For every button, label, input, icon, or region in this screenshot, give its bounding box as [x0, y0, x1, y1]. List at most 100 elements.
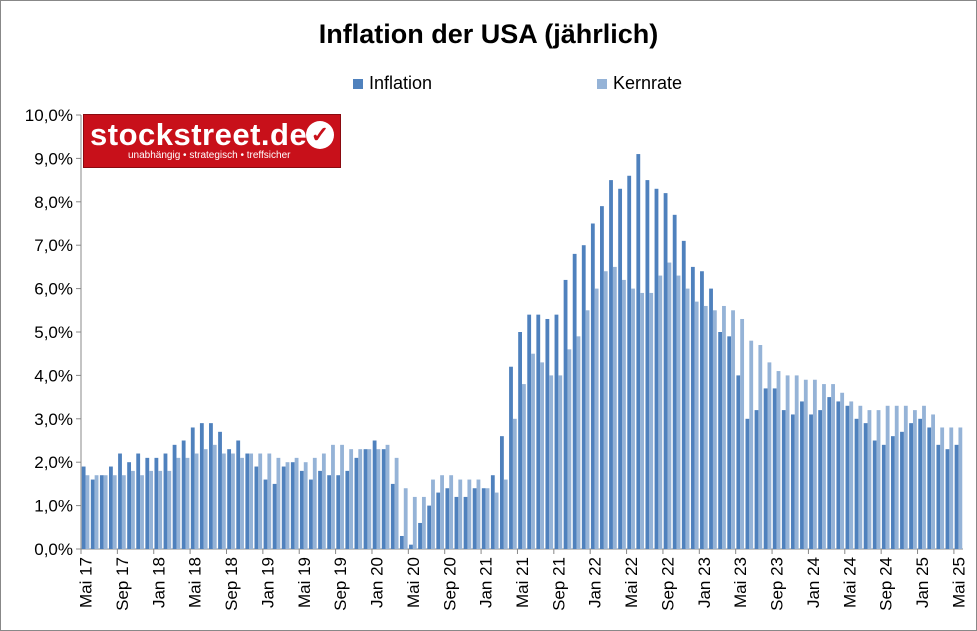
bar-kernrate — [794, 375, 799, 549]
bar-inflation — [736, 375, 741, 549]
x-tick-label: Mai 23 — [731, 557, 750, 608]
bar-kernrate — [240, 457, 244, 549]
x-tick-label: Mai 18 — [186, 557, 205, 608]
bar-inflation — [509, 366, 513, 549]
y-tick-label: 3,0% — [34, 410, 73, 429]
x-tick-label: Sep 21 — [549, 557, 568, 611]
bar-kernrate — [276, 457, 281, 549]
bar-kernrate — [676, 275, 681, 549]
bar-inflation — [254, 466, 259, 549]
bar-inflation — [545, 318, 550, 549]
bar-inflation — [299, 470, 304, 549]
bar-inflation — [809, 414, 813, 549]
bar-kernrate — [358, 449, 363, 549]
legend-label: Inflation — [369, 73, 433, 93]
bar-inflation — [800, 401, 804, 549]
bar-kernrate — [667, 262, 672, 549]
bar-inflation — [327, 475, 332, 549]
y-tick-label: 1,0% — [34, 497, 73, 516]
bar-inflation — [572, 253, 577, 549]
bar-kernrate — [531, 353, 535, 549]
bar-kernrate — [685, 288, 690, 549]
bar-inflation — [581, 245, 586, 549]
bar-kernrate — [849, 401, 854, 549]
bar-kernrate — [840, 392, 845, 549]
bar-kernrate — [958, 427, 963, 549]
bar-inflation — [863, 423, 868, 549]
x-tick-label: Mai 19 — [295, 557, 314, 608]
bar-inflation — [954, 444, 959, 549]
bar-kernrate — [267, 453, 272, 549]
bar-kernrate — [131, 470, 135, 549]
bar-kernrate — [867, 410, 872, 549]
bar-inflation — [909, 423, 913, 549]
bar-kernrate — [812, 379, 817, 549]
bar-inflation — [263, 479, 268, 549]
bar-kernrate — [740, 318, 745, 549]
bar-kernrate — [321, 453, 326, 549]
bar-kernrate — [294, 457, 299, 549]
bar-kernrate — [112, 475, 117, 549]
bar-kernrate — [803, 379, 808, 549]
bar-inflation — [309, 479, 313, 549]
bar-inflation — [499, 436, 504, 549]
bar-kernrate — [894, 405, 899, 549]
bar-inflation — [681, 240, 686, 550]
bar-inflation — [600, 206, 604, 549]
bar-kernrate — [649, 292, 654, 549]
bar-kernrate — [221, 453, 226, 549]
bar-inflation — [372, 440, 377, 549]
bar-kernrate — [449, 475, 454, 549]
bar-kernrate — [912, 410, 917, 549]
x-tick-label: Jan 24 — [804, 557, 823, 608]
bar-inflation — [463, 496, 468, 549]
bar-inflation — [663, 193, 668, 549]
bar-inflation — [718, 332, 723, 549]
bar-inflation — [727, 336, 732, 549]
bar-inflation — [118, 453, 122, 549]
x-tick-label: Sep 20 — [440, 557, 459, 611]
legend-swatch — [597, 78, 607, 89]
bar-inflation — [672, 214, 677, 549]
bar-inflation — [318, 470, 322, 549]
y-tick-label: 0,0% — [34, 540, 73, 559]
bar-kernrate — [376, 449, 381, 549]
bar-kernrate — [603, 271, 608, 549]
bar-inflation — [145, 457, 150, 549]
bar-inflation — [890, 436, 895, 549]
bar-inflation — [700, 271, 704, 549]
bar-inflation — [536, 314, 541, 549]
bar-kernrate — [540, 362, 545, 549]
bar-inflation — [854, 418, 859, 549]
bar-inflation — [399, 535, 404, 549]
bar-kernrate — [385, 444, 390, 549]
bar-inflation — [445, 488, 450, 549]
bar-inflation — [163, 453, 168, 549]
bar-inflation — [281, 466, 286, 549]
bar-inflation — [754, 410, 759, 549]
bar-inflation — [618, 188, 623, 549]
x-tick-label: Jan 18 — [149, 557, 168, 608]
bar-inflation — [836, 401, 841, 549]
bar-kernrate — [822, 384, 826, 549]
bar-inflation — [436, 492, 441, 549]
legend-label: Kernrate — [613, 73, 683, 93]
bar-inflation — [363, 449, 368, 549]
bar-inflation — [936, 444, 941, 549]
x-tick-label: Mai 24 — [840, 557, 859, 608]
bar-kernrate — [722, 305, 726, 549]
bar-kernrate — [394, 457, 399, 549]
bar-inflation — [427, 505, 432, 549]
x-tick-label: Sep 18 — [222, 557, 241, 611]
bar-inflation — [745, 418, 750, 549]
bar-inflation — [336, 475, 341, 549]
bar-kernrate — [331, 444, 335, 549]
legend-swatch — [353, 78, 363, 89]
bar-inflation — [636, 154, 641, 549]
bar-kernrate — [558, 375, 563, 549]
bar-kernrate — [703, 305, 708, 549]
bar-kernrate — [885, 405, 890, 549]
bar-kernrate — [476, 479, 481, 549]
bar-kernrate — [285, 462, 290, 549]
